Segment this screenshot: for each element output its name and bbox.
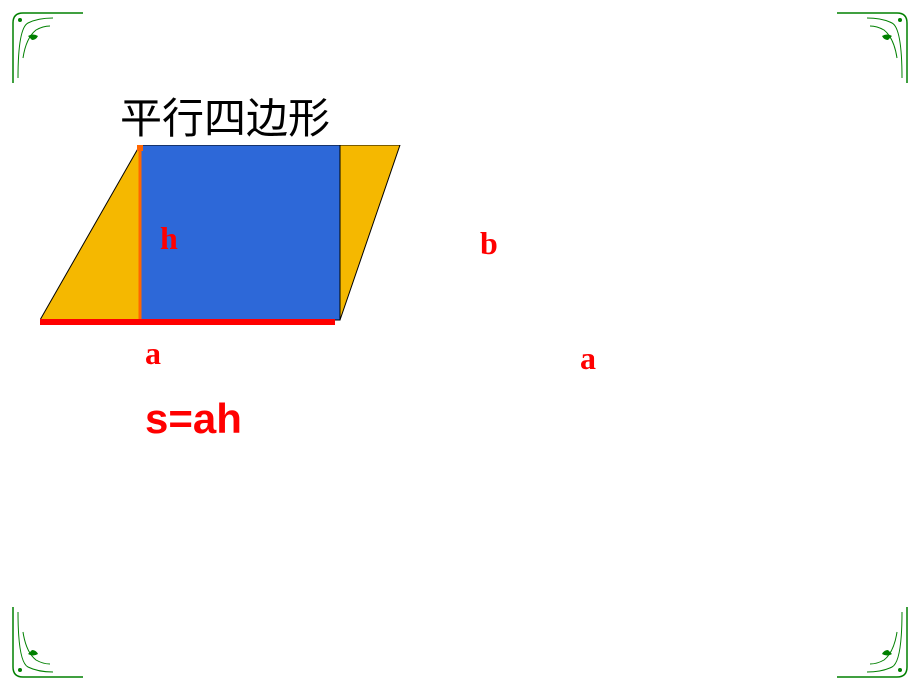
triangle-right bbox=[340, 145, 400, 320]
label-a-right: a bbox=[580, 340, 596, 377]
label-h: h bbox=[160, 220, 178, 257]
corner-ornament-tl bbox=[8, 8, 88, 88]
parallelogram-diagram bbox=[40, 145, 410, 330]
page-title: 平行四边形 bbox=[120, 85, 330, 146]
corner-ornament-br bbox=[832, 602, 912, 682]
label-a-left: a bbox=[145, 335, 161, 372]
label-b: b bbox=[480, 225, 498, 262]
corner-ornament-bl bbox=[8, 602, 88, 682]
corner-ornament-tr bbox=[832, 8, 912, 88]
area-formula: s=ah bbox=[145, 395, 242, 443]
triangle-left bbox=[40, 145, 140, 320]
